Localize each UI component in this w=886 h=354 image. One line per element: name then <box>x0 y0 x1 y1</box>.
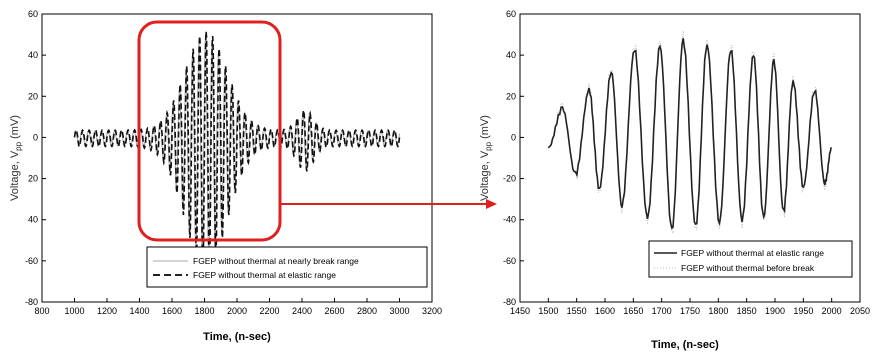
left-x-tick-label: 3200 <box>422 306 442 316</box>
right-x-tick-label: 1600 <box>595 306 615 316</box>
right-y-tick-label: -20 <box>503 174 516 184</box>
right-x-tick-label: 1850 <box>737 306 757 316</box>
right-x-tick-label: 1550 <box>567 306 587 316</box>
left-legend-label-1: FGEP without thermal at nearly break ran… <box>193 256 359 266</box>
left-x-tick-label: 800 <box>34 306 49 316</box>
right-y-tick-label: -80 <box>503 297 516 307</box>
left-x-axis-label: Time, (n-sec) <box>203 331 271 343</box>
left-x-tick-label: 1200 <box>97 306 117 316</box>
left-y-tick-label: 0 <box>33 132 38 142</box>
left-x-tick-label: 2000 <box>227 306 247 316</box>
right-x-tick-label: 1650 <box>623 306 643 316</box>
left-axes: 800 1000 1200 1400 1600 1800 2000 2200 2400 2600 2… <box>25 9 442 316</box>
left-x-tick-label: 1800 <box>194 306 214 316</box>
highlight-box <box>137 20 282 242</box>
right-x-tick-label: 2050 <box>850 306 870 316</box>
right-x-tick-label: 1750 <box>680 306 700 316</box>
left-x-tick-label: 2400 <box>292 306 312 316</box>
right-x-tick-label: 2000 <box>822 306 842 316</box>
left-x-tick-label: 1600 <box>162 306 182 316</box>
left-legend-label-2: FGEP without thermal at elastic range <box>193 270 336 280</box>
right-y-tick-label: 20 <box>506 91 516 101</box>
left-legend: FGEP without thermal at nearly break ran… <box>146 246 428 288</box>
left-chart: 800 1000 1200 1400 1600 1800 2000 2200 2400 2600 2… <box>9 9 442 343</box>
right-legend-label-2: FGEP without thermal before break <box>681 263 815 273</box>
right-line-elastic <box>547 38 833 230</box>
left-x-tick-label: 1000 <box>64 306 84 316</box>
right-legend-box <box>648 240 853 278</box>
right-x-tick-label: 1800 <box>708 306 728 316</box>
right-x-tick-label: 1900 <box>765 306 785 316</box>
right-x-tick-label: 1500 <box>538 306 558 316</box>
right-y-axis-label: Voltage, Vpp (mV) <box>479 115 493 201</box>
right-y-tick-label: 60 <box>506 9 516 19</box>
zoom-arrow-head <box>486 199 497 209</box>
right-legend-label-1: FGEP without thermal at elastic range <box>681 248 824 258</box>
left-x-tick-label: 1400 <box>129 306 149 316</box>
left-x-tick-label: 3000 <box>389 306 409 316</box>
right-axes: 1450 1500 1550 1600 1650 1700 1750 1800 1850 1900… <box>503 9 870 316</box>
left-legend-box <box>146 246 428 288</box>
left-y-tick-label: 20 <box>28 174 38 184</box>
left-line-elastic <box>73 31 401 269</box>
left-series-elastic <box>73 31 401 269</box>
right-y-tick-label: 40 <box>506 50 516 60</box>
left-x-tick-label: 2600 <box>324 306 344 316</box>
right-x-tick-label: 1450 <box>510 306 530 316</box>
right-y-tick-label: 0 <box>511 132 516 142</box>
right-x-tick-label: 1700 <box>652 306 672 316</box>
right-legend: FGEP without thermal at elastic range FG… <box>648 240 853 278</box>
left-y-tick-label: 40 <box>28 50 38 60</box>
right-x-axis-label: Time, (n-sec) <box>651 339 719 351</box>
right-y-tick-label: -60 <box>503 256 516 266</box>
right-chart: 1450 1500 1550 1600 1650 1700 1750 1800 1850 1900… <box>479 9 870 351</box>
left-y-tick-label: -80 <box>25 297 38 307</box>
left-y-tick-label: -60 <box>25 256 38 266</box>
left-x-tick-label: 2800 <box>357 306 377 316</box>
right-series-elastic <box>547 38 833 230</box>
left-x-tick-label: 2200 <box>259 306 279 316</box>
right-y-tick-label: -40 <box>503 215 516 225</box>
left-y-tick-label: 40 <box>28 215 38 225</box>
left-y-tick-label: 60 <box>28 9 38 19</box>
left-y-tick-label: 20 <box>28 91 38 101</box>
right-x-tick-label: 1950 <box>793 306 813 316</box>
left-y-axis-label: Voltage, Vpp (mV) <box>9 115 23 201</box>
